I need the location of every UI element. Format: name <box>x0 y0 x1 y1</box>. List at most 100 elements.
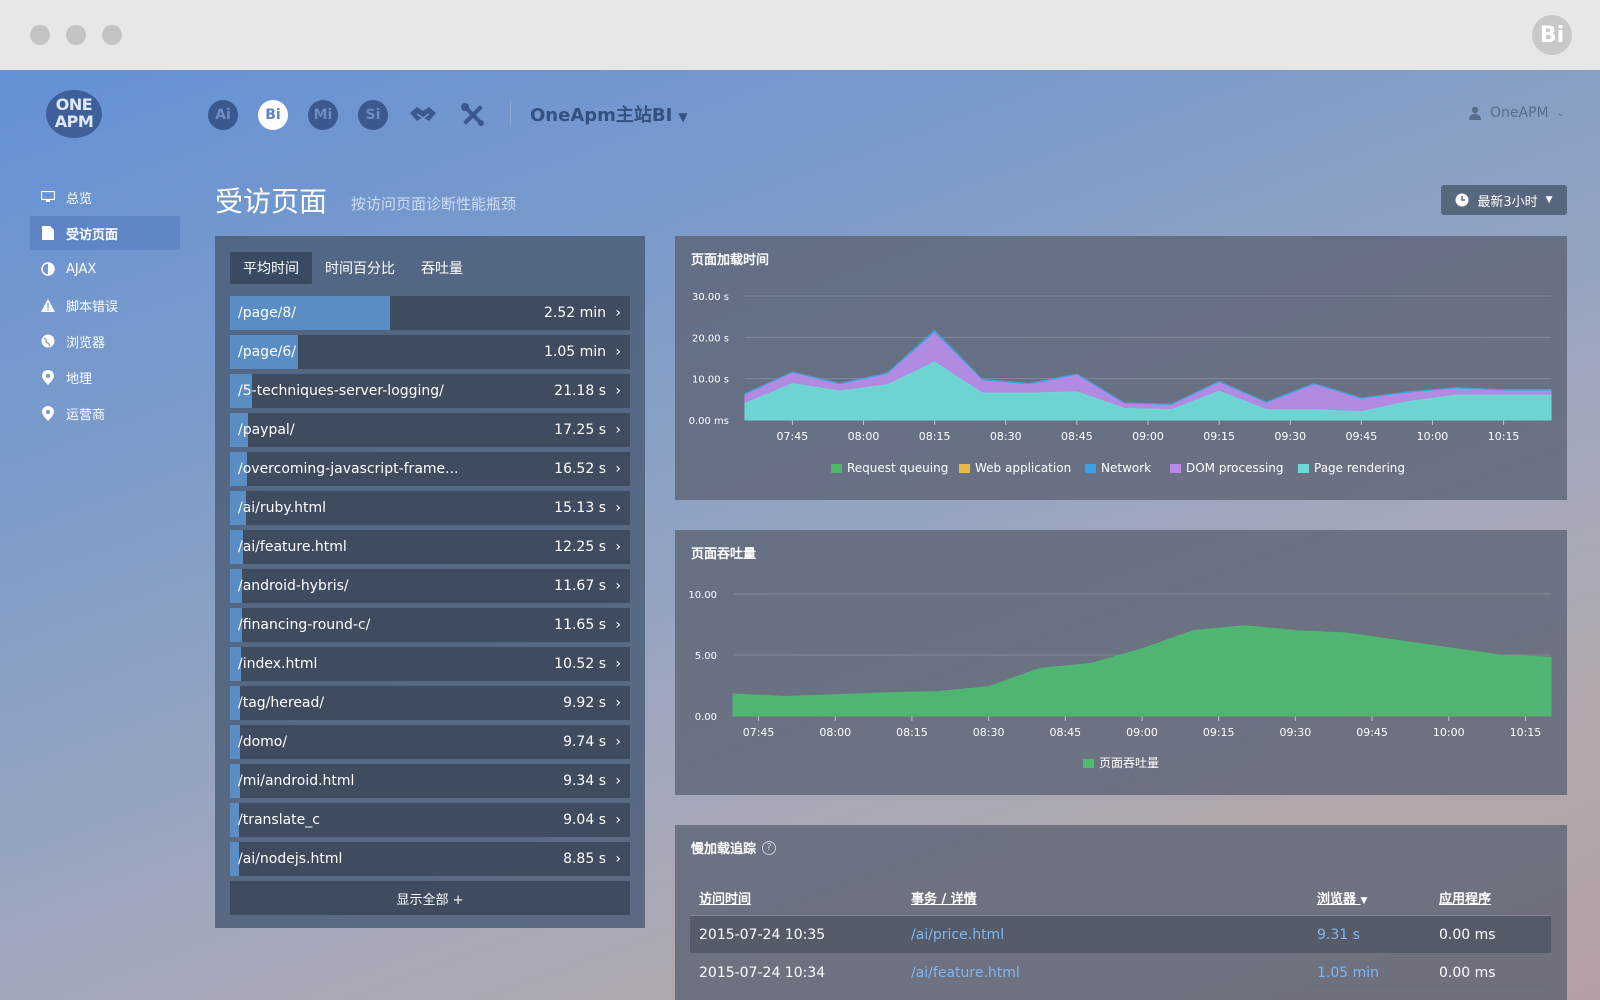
page-value: 15.13 s <box>554 500 606 516</box>
page-value: 9.92 s <box>563 695 606 711</box>
page-row[interactable]: /page/8/2.52 min › <box>230 296 630 330</box>
page-value: 8.85 s <box>563 851 606 867</box>
close-window-button[interactable] <box>30 25 50 45</box>
page-row-bar <box>230 491 246 525</box>
legend-swatch <box>1298 464 1309 473</box>
page-value: 1.05 min <box>543 344 606 360</box>
sidebar-item-carriers[interactable]: 运营商 <box>30 396 180 430</box>
time-range-dropdown[interactable]: 最新3小时 ▼ <box>1441 185 1567 215</box>
page-row[interactable]: /translate_c 9.04 s › <box>230 803 630 837</box>
page-row-bar <box>230 764 240 798</box>
page-value: 11.65 s <box>554 617 606 633</box>
page-row[interactable]: /ai/feature.html 12.25 s › <box>230 530 630 564</box>
page-row[interactable]: /domo/9.74 s › <box>230 725 630 759</box>
row-browser-time[interactable]: 9.31 s <box>1317 927 1360 943</box>
chevron-right-icon: › <box>615 656 621 672</box>
page-row[interactable]: /tag/heread/9.92 s › <box>230 686 630 720</box>
page-value: 9.74 s <box>563 734 606 750</box>
sidebar-item-pages[interactable]: 受访页面 <box>30 216 180 250</box>
ai-icon[interactable]: Ai <box>208 100 238 130</box>
bi-logo-icon: Bi <box>1532 15 1572 55</box>
table-row[interactable]: 2015-07-24 10:35/ai/price.html 9.31 s 0.00… <box>690 916 1551 954</box>
column-header-app[interactable]: 应用程序 <box>1439 892 1492 907</box>
page-path: /mi/android.html <box>238 773 355 789</box>
column-header-browser[interactable]: 浏览器 ▼ <box>1317 888 1367 907</box>
show-all-button[interactable]: 显示全部 + <box>230 881 630 915</box>
page-row[interactable]: /ai/ruby.html 15.13 s › <box>230 491 630 525</box>
tab-time-percent[interactable]: 时间百分比 <box>325 261 395 277</box>
column-header-detail[interactable]: 事务 / 详情 <box>911 892 977 907</box>
bi-icon[interactable]: Bi <box>258 100 288 130</box>
sidebar-item-browsers[interactable]: 浏览器 <box>30 324 180 358</box>
page-path: /overcoming-javascript-frame... <box>238 461 459 477</box>
legend-label: Request queuing <box>847 461 948 475</box>
page-row-bar <box>230 608 242 642</box>
chevron-right-icon: › <box>615 383 621 399</box>
y-tick-label: 30.00 s <box>692 292 729 303</box>
slow-trace-table: 访问时间 事务 / 详情 浏览器 ▼ 应用程序 2015-07-24 10:35… <box>690 880 1551 992</box>
page-value: 9.34 s <box>563 773 606 789</box>
page-row-bar <box>230 842 240 876</box>
page-row[interactable]: /ai/nodejs.html 8.85 s › <box>230 842 630 876</box>
page-row[interactable]: /overcoming-javascript-frame... 16.52 s › <box>230 452 630 486</box>
sidebar-item-script-errors[interactable]: 脚本错误 <box>30 288 180 322</box>
legend-swatch <box>959 464 970 473</box>
y-tick-label: 10.00 s <box>692 375 729 386</box>
app-selector-dropdown[interactable]: OneApm主站BI ▼ <box>530 101 688 127</box>
table-row[interactable]: 2015-07-24 10:34/ai/feature.html 1.05 min… <box>690 954 1551 992</box>
page-row[interactable]: /financing-round-c/11.65 s › <box>230 608 630 642</box>
sort-caret-icon: ▼ <box>1360 896 1368 906</box>
page-row-bar <box>230 647 241 681</box>
page-row[interactable]: /android-hybris/11.67 s › <box>230 569 630 603</box>
slow-trace-title-text: 慢加载追踪 <box>691 842 757 857</box>
half-circle-icon <box>40 261 56 277</box>
chevron-down-icon: ⌄ <box>1556 107 1565 119</box>
sidebar-item-label: 受访页面 <box>66 227 119 243</box>
row-detail-link[interactable]: /ai/feature.html <box>911 965 1020 981</box>
page-throughput-chart: 0.00 5.00 10.00 07:45 08:00 08:15 08:30 08:45 09… <box>688 590 1552 770</box>
x-tick-label: 08:30 <box>973 726 1005 739</box>
si-icon[interactable]: Si <box>358 100 388 130</box>
x-tick-label: 09:45 <box>1356 726 1388 739</box>
page-value: 11.67 s <box>554 578 606 594</box>
column-header-time[interactable]: 访问时间 <box>699 892 752 907</box>
tools-icon[interactable] <box>458 100 488 130</box>
row-detail-link[interactable]: /ai/price.html <box>911 927 1005 943</box>
logo-line-2: APM <box>54 112 94 131</box>
legend-swatch <box>831 464 842 473</box>
y-tick-label: 10.00 <box>688 590 717 601</box>
sidebar-item-overview[interactable]: 总览 <box>30 180 180 214</box>
x-tick-label: 09:15 <box>1203 430 1235 443</box>
page-row[interactable]: /index.html 10.52 s › <box>230 647 630 681</box>
page-value: 21.18 s <box>554 383 606 399</box>
sidebar-item-ajax[interactable]: AJAX <box>30 252 180 286</box>
page-load-time-chart: 0.00 ms 10.00 s 20.00 s 30.00 s 07:45 08:00 08… <box>689 292 1552 475</box>
row-app-time: 0.00 ms <box>1439 965 1496 981</box>
sidebar-item-label: 总览 <box>66 191 93 207</box>
app-container: ONE APM Ai Bi Mi Si OneApm主站BI ▼ <box>0 70 1600 1000</box>
user-menu[interactable]: OneAPM ⌄ <box>1468 105 1565 121</box>
row-browser-time[interactable]: 1.05 min <box>1317 965 1380 981</box>
tab-throughput[interactable]: 吞吐量 <box>421 261 463 277</box>
tab-avg-time[interactable]: 平均时间 <box>230 252 312 284</box>
page-row[interactable]: /5-techniques-server-logging/21.18 s › <box>230 374 630 408</box>
x-tick-label: 09:45 <box>1346 430 1378 443</box>
handshake-icon[interactable] <box>408 100 438 130</box>
sidebar-item-geography[interactable]: 地理 <box>30 360 180 394</box>
mi-icon[interactable]: Mi <box>308 100 338 130</box>
sidebar-item-label: 运营商 <box>66 407 106 423</box>
oneapm-logo[interactable]: ONE APM <box>46 90 102 138</box>
page-row-bar <box>230 569 242 603</box>
warning-icon <box>40 297 56 313</box>
page-row[interactable]: /paypal/17.25 s › <box>230 413 630 447</box>
slow-trace-title: 慢加载追踪 ? <box>691 838 777 857</box>
page-row[interactable]: /page/6/1.05 min › <box>230 335 630 369</box>
help-icon[interactable]: ? <box>762 840 777 855</box>
page-row[interactable]: /mi/android.html 9.34 s › <box>230 764 630 798</box>
y-tick-label: 0.00 ms <box>689 416 729 427</box>
minimize-window-button[interactable] <box>66 25 86 45</box>
maximize-window-button[interactable] <box>102 25 122 45</box>
page-title: 受访页面 <box>215 185 328 218</box>
page-load-time-panel: 页面加载时间 0.00 ms 10.00 s 20.00 s 30.00 s 07:45… <box>675 236 1567 500</box>
page-path: /paypal/ <box>238 422 295 438</box>
